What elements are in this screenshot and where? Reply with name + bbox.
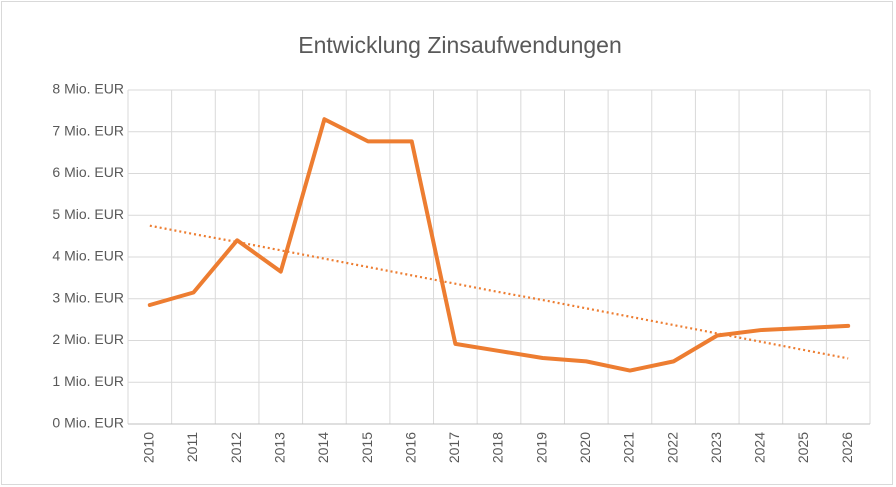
x-tick-label: 2024	[752, 432, 768, 463]
x-tick-label: 2011	[184, 432, 200, 462]
x-tick-label: 2016	[402, 432, 418, 463]
x-tick-label: 2026	[839, 432, 855, 463]
x-tick-label: 2013	[271, 432, 287, 463]
x-tick-label: 2019	[533, 432, 549, 463]
y-tick-label: 5 Mio. EUR	[52, 206, 124, 222]
y-tick-label: 6 Mio. EUR	[52, 164, 124, 180]
y-tick-label: 7 Mio. EUR	[52, 122, 124, 138]
x-tick-label: 2017	[446, 432, 462, 463]
x-tick-label: 2022	[664, 432, 680, 463]
y-tick-label: 3 Mio. EUR	[52, 289, 124, 305]
y-tick-label: 4 Mio. EUR	[52, 248, 124, 264]
x-tick-label: 2010	[141, 432, 157, 463]
chart-title: Entwicklung Zinsaufwendungen	[298, 32, 621, 58]
y-tick-label: 1 Mio. EUR	[52, 373, 124, 389]
x-tick-label: 2023	[708, 432, 724, 463]
x-tick-label: 2012	[228, 432, 244, 463]
y-tick-label: 2 Mio. EUR	[52, 331, 124, 347]
x-tick-label: 2014	[315, 432, 331, 463]
x-tick-label: 2015	[359, 432, 375, 463]
data-line	[147, 117, 851, 373]
x-tick-label: 2021	[621, 432, 637, 463]
trend-line	[149, 224, 849, 360]
x-tick-label: 2018	[490, 432, 506, 463]
y-tick-label: 0 Mio. EUR	[52, 415, 124, 431]
x-tick-label: 2020	[577, 432, 593, 463]
y-tick-label: 8 Mio. EUR	[52, 81, 124, 97]
x-tick-label: 2025	[795, 432, 811, 463]
